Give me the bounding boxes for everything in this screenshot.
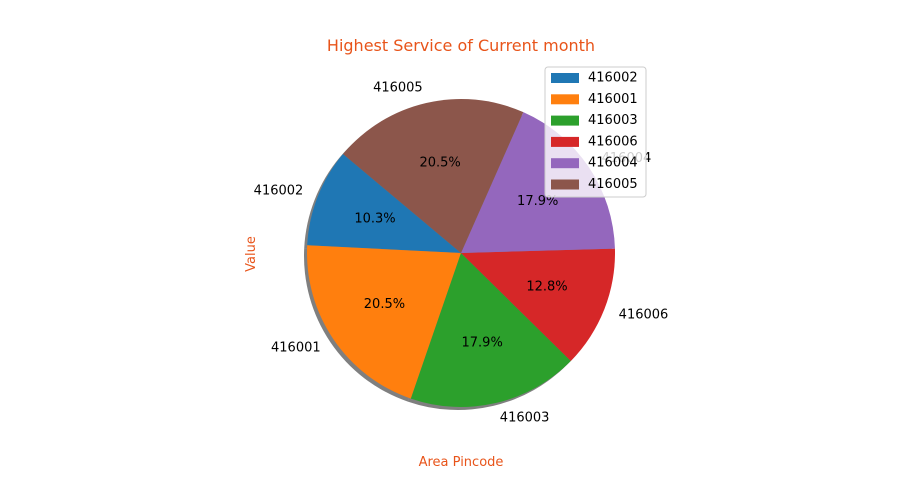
- legend-swatch-416006: [551, 136, 579, 147]
- slice-label-416003: 416003: [500, 410, 550, 425]
- legend-label-416001: 416001: [588, 92, 638, 107]
- slice-label-416002: 416002: [254, 184, 304, 199]
- percent-label-416001: 20.5%: [364, 297, 405, 312]
- percent-label-416006: 12.8%: [526, 279, 567, 294]
- pie-slice-416006: [461, 248, 616, 361]
- slice-label-416005: 416005: [373, 80, 423, 95]
- pie-slice-416002: [307, 154, 461, 253]
- legend-swatch-416001: [551, 94, 579, 105]
- pie-slice-416001: [306, 245, 461, 399]
- y-axis-label: Value: [244, 236, 259, 272]
- slice-label-416006: 416006: [619, 307, 669, 322]
- percent-label-416004: 17.9%: [517, 194, 558, 209]
- legend-swatch-416004: [551, 158, 579, 169]
- pie-slice-416003: [410, 253, 571, 408]
- legend-swatch-416005: [551, 179, 579, 190]
- percent-label-416003: 17.9%: [462, 335, 503, 350]
- legend: 416002 416001 416003 416006 416004 416005: [544, 66, 647, 198]
- percent-label-416002: 10.3%: [354, 212, 395, 227]
- x-axis-label: Area Pincode: [419, 455, 504, 470]
- pie-slice-416005: [343, 98, 524, 253]
- legend-swatch-416002: [551, 73, 579, 83]
- legend-label-416003: 416003: [588, 113, 638, 128]
- legend-label-416002: 416002: [588, 71, 638, 86]
- pie-slices: [306, 98, 616, 408]
- legend-label-416004: 416004: [588, 156, 638, 171]
- legend-label-416006: 416006: [588, 134, 638, 149]
- chart-title: Highest Service of Current month: [327, 36, 595, 55]
- slice-label-416001: 416001: [271, 340, 321, 355]
- percent-label-416005: 20.5%: [419, 155, 460, 170]
- legend-swatch-416003: [551, 115, 579, 126]
- pie-slice-416004: [461, 112, 615, 253]
- legend-label-416005: 416005: [588, 177, 638, 192]
